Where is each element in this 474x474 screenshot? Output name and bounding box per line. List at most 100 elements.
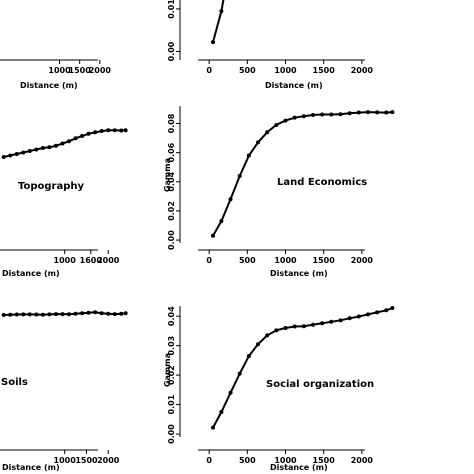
data-point bbox=[106, 311, 111, 316]
data-point bbox=[219, 409, 224, 414]
data-point bbox=[390, 110, 395, 115]
data-point bbox=[8, 153, 13, 158]
data-point bbox=[390, 305, 395, 310]
x-axis-title: Distance (m) bbox=[20, 81, 78, 90]
data-point bbox=[301, 324, 306, 329]
x-tick-label: 1500 bbox=[69, 66, 92, 75]
data-point bbox=[34, 147, 39, 152]
data-point bbox=[338, 112, 343, 117]
x-tick-label: 1000 bbox=[274, 456, 297, 465]
data-point bbox=[292, 115, 297, 120]
data-point bbox=[365, 110, 370, 115]
x-tick-label: 2000 bbox=[97, 456, 120, 465]
data-point bbox=[356, 110, 361, 115]
data-point bbox=[283, 118, 288, 123]
data-point bbox=[347, 316, 352, 321]
x-tick-label: 0 bbox=[206, 456, 212, 465]
y-tick-label: 0.04 bbox=[167, 306, 176, 326]
x-axis-title: Distance (m) bbox=[2, 463, 60, 472]
series-line bbox=[212, 111, 393, 237]
data-point bbox=[219, 219, 224, 224]
data-point bbox=[112, 312, 117, 317]
data-point bbox=[93, 310, 98, 315]
y-tick-label: 0.00 bbox=[167, 424, 176, 444]
data-point bbox=[283, 325, 288, 330]
x-tick-label: 0 bbox=[206, 256, 212, 265]
data-point bbox=[310, 113, 315, 118]
data-point bbox=[329, 112, 334, 117]
x-tick-label: 500 bbox=[239, 456, 256, 465]
data-point bbox=[123, 311, 128, 316]
x-axis-title: Distance (m) bbox=[2, 269, 60, 278]
data-point bbox=[14, 312, 19, 317]
data-point bbox=[112, 128, 117, 133]
data-point bbox=[73, 311, 78, 316]
series-line bbox=[212, 0, 225, 43]
data-point bbox=[237, 173, 242, 178]
data-point bbox=[356, 314, 361, 319]
data-point bbox=[265, 333, 270, 338]
y-tick-label: 0.03 bbox=[167, 336, 176, 356]
data-point bbox=[99, 129, 104, 134]
data-point bbox=[384, 110, 389, 115]
data-point bbox=[60, 141, 65, 146]
x-tick-label: 500 bbox=[239, 256, 256, 265]
data-point bbox=[93, 130, 98, 135]
x-tick-label: 2000 bbox=[351, 456, 374, 465]
y-tick-label: 0.01 bbox=[167, 0, 176, 19]
x-tick-label: 1000 bbox=[54, 256, 77, 265]
y-tick-label: 0.08 bbox=[167, 113, 176, 133]
data-point bbox=[310, 322, 315, 327]
data-point bbox=[123, 128, 128, 133]
data-point bbox=[47, 145, 52, 150]
y-tick-label: 0.02 bbox=[167, 201, 176, 221]
panel-label: Topography bbox=[18, 181, 85, 192]
data-point bbox=[210, 233, 215, 238]
data-point bbox=[21, 150, 26, 155]
x-tick-label: 1000 bbox=[54, 456, 77, 465]
y-tick-label: 0.06 bbox=[167, 142, 176, 162]
data-point bbox=[320, 112, 325, 117]
data-point bbox=[119, 128, 124, 133]
data-point bbox=[329, 319, 334, 324]
x-tick-label: 1500 bbox=[75, 456, 98, 465]
data-point bbox=[86, 310, 91, 315]
x-tick-label: 2000 bbox=[97, 256, 120, 265]
data-point bbox=[375, 310, 380, 315]
y-tick-label: 0.04 bbox=[167, 171, 176, 191]
data-point bbox=[210, 425, 215, 430]
x-axis-title: Distance (m) bbox=[265, 81, 323, 90]
data-point bbox=[21, 312, 26, 317]
x-tick-label: 2000 bbox=[351, 256, 374, 265]
data-point bbox=[265, 130, 270, 135]
y-tick-label: 0.01 bbox=[167, 394, 176, 414]
data-point bbox=[375, 110, 380, 115]
data-point bbox=[210, 40, 215, 45]
data-point bbox=[40, 312, 45, 317]
data-point bbox=[40, 146, 45, 150]
x-tick-label: 2000 bbox=[89, 66, 112, 75]
data-point bbox=[246, 153, 251, 158]
data-point bbox=[8, 312, 13, 317]
data-point bbox=[86, 131, 91, 136]
panel-label: Land Economics bbox=[277, 177, 367, 188]
data-point bbox=[47, 312, 52, 317]
data-point bbox=[320, 321, 325, 326]
data-point bbox=[73, 136, 78, 141]
data-point bbox=[80, 311, 85, 316]
data-point bbox=[365, 312, 370, 317]
data-point bbox=[119, 311, 124, 316]
x-tick-label: 1000 bbox=[274, 256, 297, 265]
data-point bbox=[292, 324, 297, 329]
data-point bbox=[246, 353, 251, 358]
data-point bbox=[384, 308, 389, 313]
data-point bbox=[274, 328, 279, 333]
data-point bbox=[27, 312, 32, 317]
x-tick-label: 500 bbox=[239, 66, 256, 75]
y-axis-title: Gamma bbox=[163, 158, 172, 192]
y-tick-label: 0.00 bbox=[167, 230, 176, 250]
x-tick-label: 2000 bbox=[351, 66, 374, 75]
data-point bbox=[53, 312, 58, 317]
data-point bbox=[301, 114, 306, 119]
